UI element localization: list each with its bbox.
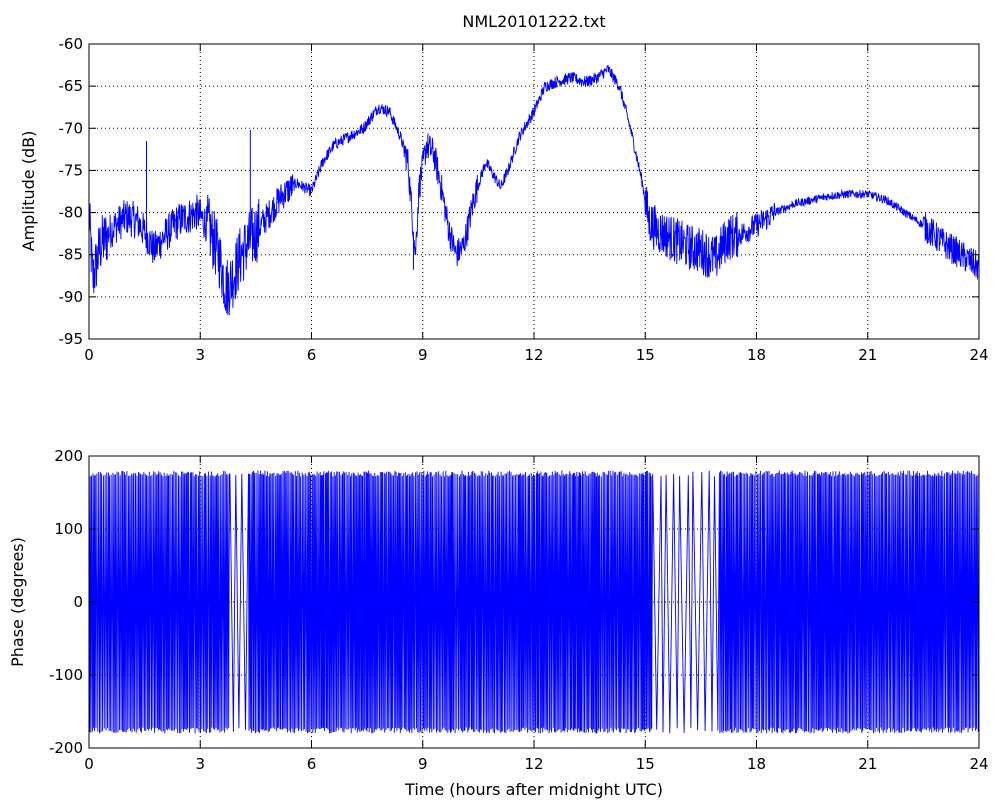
phase-xtick-label: 6 bbox=[307, 755, 317, 773]
phase-ytick-label: 100 bbox=[54, 520, 83, 538]
phase-x-axis-label: Time (hours after midnight UTC) bbox=[404, 780, 663, 799]
amplitude-series bbox=[88, 64, 980, 316]
amplitude-ticks: 0 3 6 9 12 15 18 21 24 -95 -90 -85 -80 -75 -70 -65 -60 bbox=[59, 35, 989, 364]
phase-xtick-label: 24 bbox=[969, 755, 988, 773]
amplitude-xtick-label: 0 bbox=[84, 346, 94, 364]
phase-ytick-label: 200 bbox=[54, 447, 83, 465]
amplitude-ytick-label: -70 bbox=[59, 119, 84, 137]
amplitude-xtick-label: 6 bbox=[307, 346, 317, 364]
amplitude-xtick-label: 12 bbox=[524, 346, 543, 364]
phase-series bbox=[88, 470, 980, 734]
amplitude-ytick-label: -95 bbox=[59, 330, 84, 348]
phase-xtick-label: 0 bbox=[84, 755, 94, 773]
amplitude-ytick-label: -90 bbox=[59, 288, 84, 306]
phase-y-axis-label: Phase (degrees) bbox=[8, 537, 27, 667]
phase-xtick-label: 15 bbox=[636, 755, 655, 773]
amplitude-xtick-label: 9 bbox=[418, 346, 428, 364]
phase-line bbox=[88, 470, 980, 734]
amplitude-axes: 0 3 6 9 12 15 18 21 24 -95 -90 -85 -80 -75 -70 -65 -60 A… bbox=[19, 35, 989, 364]
amplitude-xtick-label: 18 bbox=[747, 346, 766, 364]
amplitude-ytick-label: -60 bbox=[59, 35, 84, 53]
amplitude-ytick-label: -65 bbox=[59, 77, 84, 95]
amplitude-xtick-label: 3 bbox=[195, 346, 205, 364]
phase-xtick-label: 21 bbox=[858, 755, 877, 773]
phase-ytick-label: 0 bbox=[73, 593, 83, 611]
amplitude-line bbox=[88, 64, 980, 316]
phase-xtick-label: 9 bbox=[418, 755, 428, 773]
phase-ytick-label: -200 bbox=[49, 739, 83, 757]
amplitude-xtick-label: 15 bbox=[636, 346, 655, 364]
phase-ticks: 0 3 6 9 12 15 18 21 24 -200 -100 0 100 200 bbox=[49, 447, 989, 773]
amplitude-ytick-label: -75 bbox=[59, 161, 84, 179]
figure-title: NML20101222.txt bbox=[462, 12, 605, 31]
amplitude-y-axis-label: Amplitude (dB) bbox=[19, 131, 38, 252]
phase-xtick-label: 3 bbox=[195, 755, 205, 773]
amplitude-ytick-label: -85 bbox=[59, 246, 84, 264]
phase-axes: 0 3 6 9 12 15 18 21 24 -200 -100 0 100 200 Phase (deg… bbox=[8, 447, 989, 799]
amplitude-ytick-label: -80 bbox=[59, 204, 84, 222]
phase-ytick-label: -100 bbox=[49, 666, 83, 684]
amplitude-xtick-label: 21 bbox=[858, 346, 877, 364]
amplitude-xtick-label: 24 bbox=[969, 346, 988, 364]
phase-xtick-label: 18 bbox=[747, 755, 766, 773]
phase-xtick-label: 12 bbox=[524, 755, 543, 773]
